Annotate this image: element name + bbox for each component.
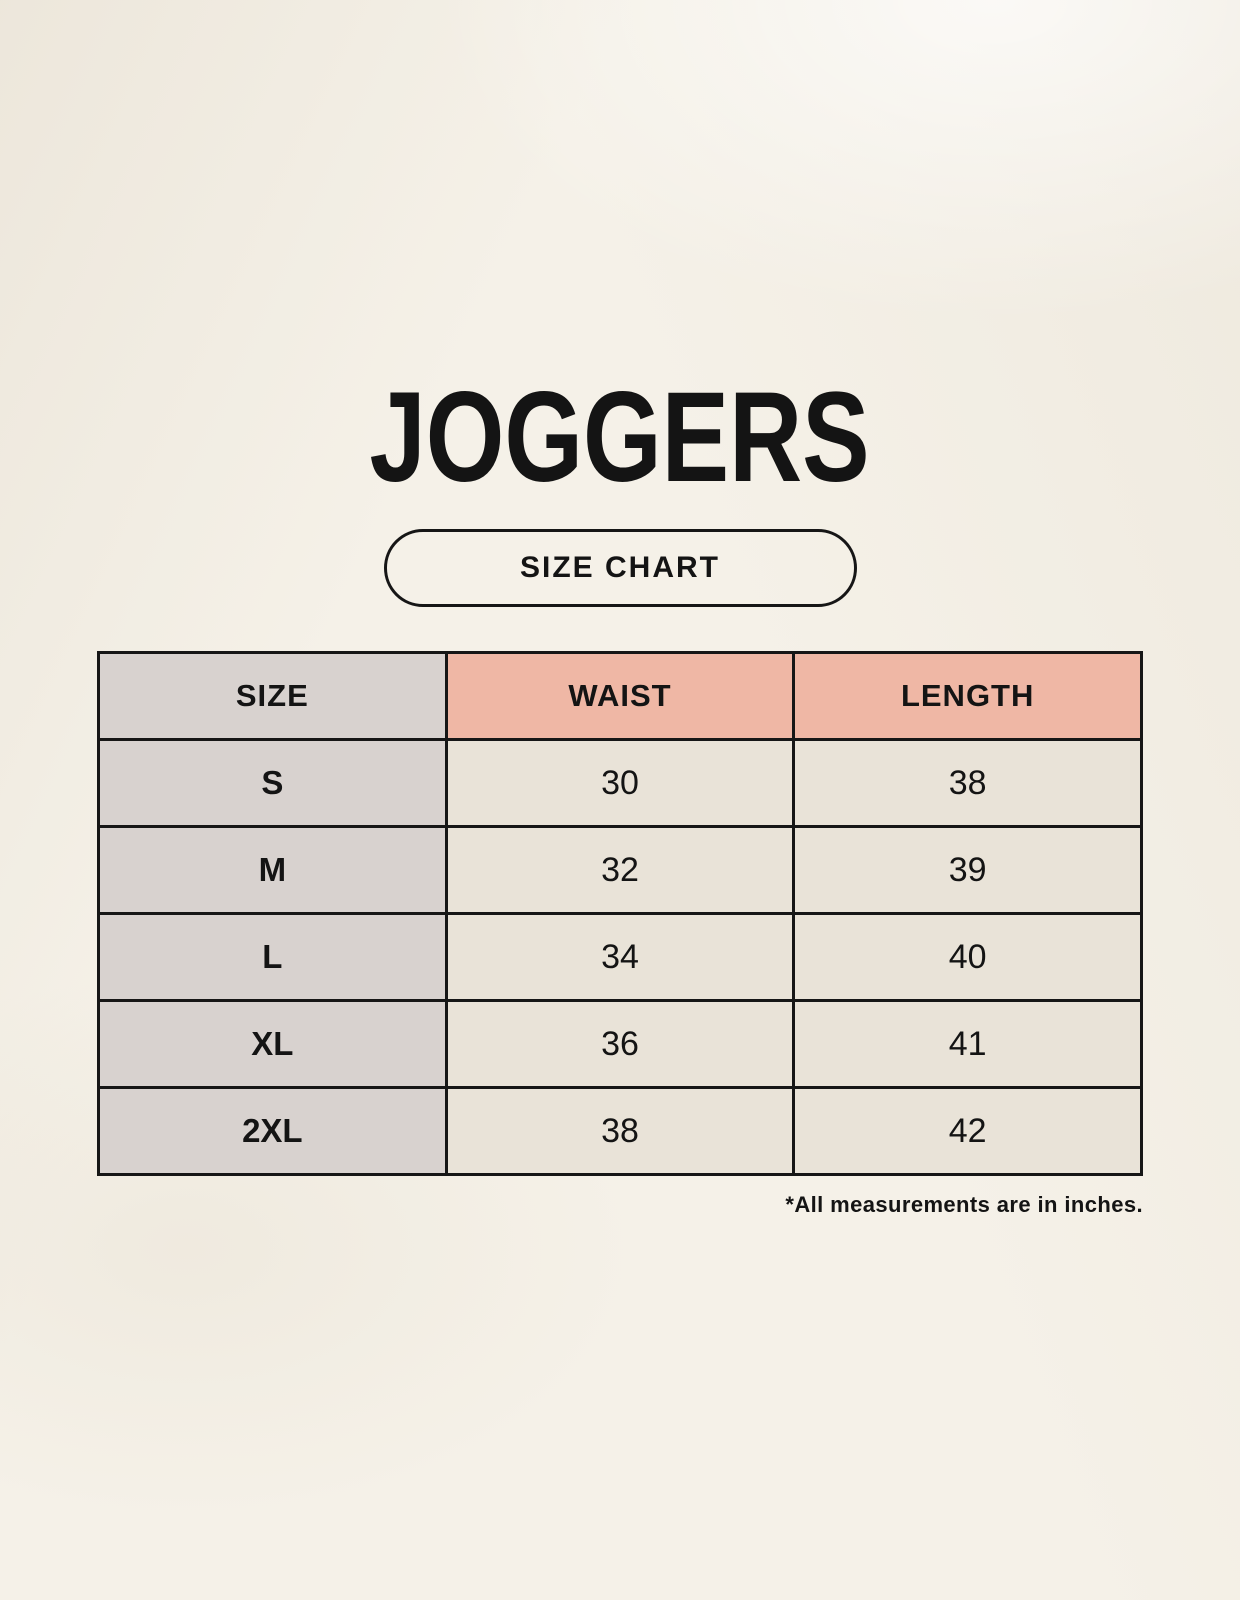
table-row: 2XL 38 42 — [97, 1086, 1143, 1177]
column-header-waist: WAIST — [444, 651, 796, 742]
size-label: XL — [97, 999, 448, 1090]
size-label: M — [97, 825, 448, 916]
column-header-length: LENGTH — [792, 651, 1143, 742]
size-label: L — [97, 912, 448, 1003]
size-label: S — [97, 738, 448, 829]
table-row: S 30 38 — [97, 738, 1143, 829]
measurement-value: 34 — [444, 912, 796, 1003]
measurement-value: 36 — [444, 999, 796, 1090]
measurement-value: 30 — [444, 738, 796, 829]
page-title: JOGGERS — [0, 366, 1240, 509]
measurement-value: 38 — [444, 1086, 796, 1177]
measurement-value: 39 — [792, 825, 1143, 916]
measurement-value: 38 — [792, 738, 1143, 829]
size-chart-table-wrapper: SIZE WAIST LENGTH S 30 38 M 32 39 L 34 40 XL 36 41 2XL… — [97, 651, 1143, 1177]
measurement-value: 42 — [792, 1086, 1143, 1177]
column-header-size: SIZE — [97, 651, 448, 742]
measurement-value: 40 — [792, 912, 1143, 1003]
content-area: JOGGERS SIZE CHART SIZE WAIST LENGTH S 30 38… — [0, 366, 1240, 1218]
measurements-footnote: *All measurements are in inches. — [785, 1192, 1143, 1218]
table-row: L 34 40 — [97, 912, 1143, 1003]
page-title-text: JOGGERS — [369, 366, 871, 509]
measurement-value: 32 — [444, 825, 796, 916]
measurement-value: 41 — [792, 999, 1143, 1090]
size-chart-badge: SIZE CHART — [383, 529, 857, 608]
size-chart-table: SIZE WAIST LENGTH S 30 38 M 32 39 L 34 40 XL 36 41 2XL… — [97, 651, 1143, 1177]
table-header-row: SIZE WAIST LENGTH — [97, 651, 1143, 742]
table-row: XL 36 41 — [97, 999, 1143, 1090]
size-label: 2XL — [97, 1086, 448, 1177]
table-row: M 32 39 — [97, 825, 1143, 916]
